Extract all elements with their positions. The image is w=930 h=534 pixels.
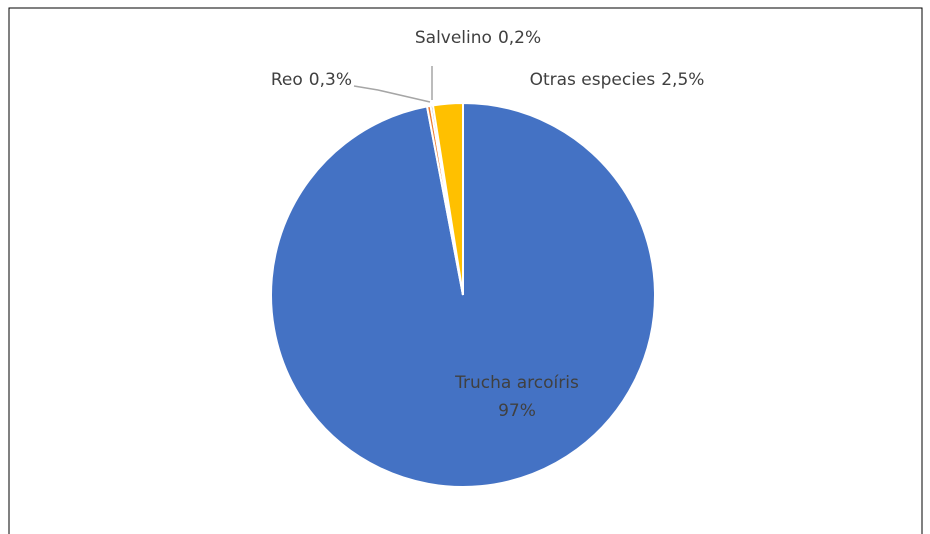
slice-value-label: 0,3% bbox=[309, 70, 352, 90]
slice-category: Reo bbox=[271, 70, 303, 90]
slice-label: Trucha arcoíris bbox=[454, 373, 579, 393]
slice-category: Otras especies bbox=[530, 70, 656, 90]
chart-frame bbox=[8, 7, 923, 534]
slice-value-label: 0,2% bbox=[498, 28, 541, 48]
slice-label: Reo 0,3% bbox=[271, 70, 352, 90]
leader-line bbox=[353, 85, 431, 103]
slice-category: Salvelino bbox=[415, 28, 492, 48]
slice-value-label: 2,5% bbox=[661, 70, 704, 90]
pie-slice bbox=[431, 101, 464, 296]
slice-value-label: 97% bbox=[498, 401, 536, 421]
slice-label: Otras especies 2,5% bbox=[530, 70, 705, 90]
slice-label: Salvelino 0,2% bbox=[415, 28, 541, 48]
